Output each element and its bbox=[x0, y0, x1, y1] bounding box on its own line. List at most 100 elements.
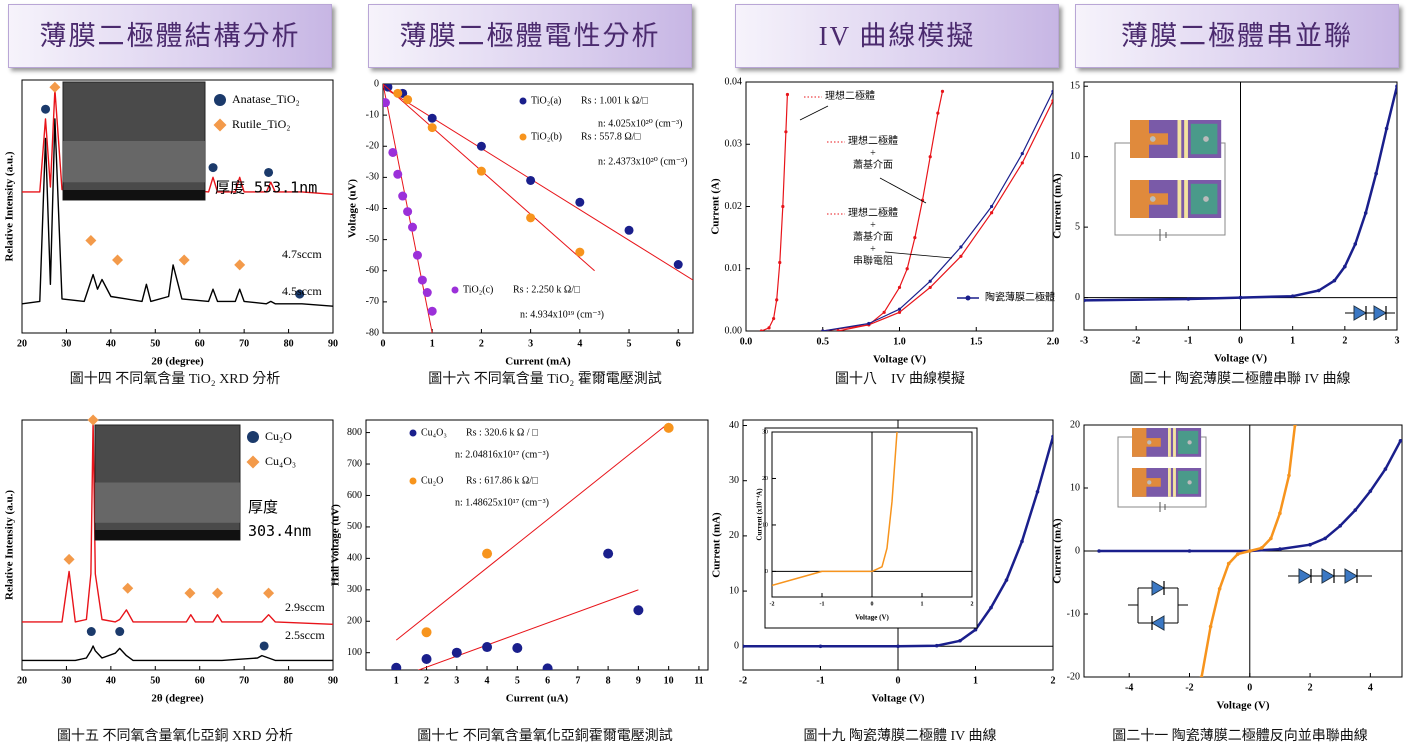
y-axis-label: Current (mA) bbox=[1052, 173, 1064, 239]
data-point bbox=[408, 223, 417, 232]
legend-symbol bbox=[214, 94, 226, 106]
data-point bbox=[664, 423, 674, 433]
data-point bbox=[1399, 439, 1403, 443]
y-tick-label: -20 bbox=[366, 141, 379, 152]
device-contact bbox=[1203, 196, 1209, 202]
x-tick-label: -1 bbox=[820, 601, 825, 607]
series-label: 理想二極體 + 蕭基介面 bbox=[848, 136, 898, 172]
data-point bbox=[929, 280, 932, 283]
device-layer bbox=[1184, 180, 1188, 218]
data-point bbox=[867, 322, 870, 325]
data-point bbox=[1188, 549, 1192, 553]
data-point bbox=[1353, 508, 1357, 512]
x-tick-label: 11 bbox=[694, 675, 703, 686]
data-point bbox=[929, 286, 932, 289]
data-point bbox=[1293, 423, 1297, 427]
data-point bbox=[990, 211, 993, 214]
x-tick-label: 5 bbox=[627, 338, 632, 349]
x-tick-label: -2 bbox=[770, 601, 775, 607]
x-tick-label: 20 bbox=[17, 675, 27, 686]
x-tick-label: 7 bbox=[575, 675, 580, 686]
legend-label: Rutile_TiO₂ bbox=[232, 117, 290, 131]
y-tick-label: 0 bbox=[1075, 292, 1080, 303]
data-point bbox=[1364, 211, 1368, 215]
x-tick-label: 9 bbox=[636, 675, 641, 686]
y-tick-label: 0 bbox=[1075, 545, 1080, 556]
data-point bbox=[428, 114, 437, 123]
legend-symbol bbox=[410, 478, 417, 485]
y-tick-label: 40 bbox=[729, 420, 739, 431]
y-tick-label: 15 bbox=[1070, 81, 1080, 92]
x-tick-label: 4 bbox=[577, 338, 582, 349]
data-point bbox=[625, 226, 634, 235]
peak-marker bbox=[264, 168, 273, 177]
x-axis-label: Current (uA) bbox=[506, 693, 569, 705]
x-tick-label: 50 bbox=[150, 338, 160, 349]
data-point bbox=[422, 654, 432, 664]
y-tick-label: 0.01 bbox=[725, 263, 743, 274]
y-tick-label: 0 bbox=[765, 569, 768, 575]
legend-label: TiO₂(a) bbox=[531, 95, 561, 106]
y-tick-label: 5 bbox=[1075, 221, 1080, 232]
y-tick-label: 0.02 bbox=[725, 201, 743, 212]
device-icon bbox=[1132, 468, 1201, 497]
x-tick-label: 5 bbox=[515, 675, 520, 686]
x-tick-label: 2.0 bbox=[1047, 336, 1060, 347]
y-tick-label: 30 bbox=[729, 475, 739, 486]
legend-label: Cu₄O₃ bbox=[421, 427, 447, 438]
x-tick-label: 40 bbox=[106, 338, 116, 349]
data-point bbox=[1020, 540, 1024, 544]
legend-symbol bbox=[520, 98, 527, 105]
x-tick-label: 90 bbox=[328, 338, 338, 349]
data-point bbox=[388, 148, 397, 157]
legend-symbol bbox=[966, 296, 971, 301]
figure-caption: 圖十五 不同氧含量氧化亞銅 XRD 分析 bbox=[0, 725, 350, 745]
data-point bbox=[477, 142, 486, 151]
x-tick-label: 1 bbox=[921, 601, 924, 607]
data-point bbox=[398, 192, 407, 201]
x-axis-label: Voltage (V) bbox=[873, 354, 926, 366]
y-tick-label: 0 bbox=[374, 78, 379, 89]
series-label: 2.5sccm bbox=[285, 628, 325, 642]
legend-rs: Rs : 557.8 Ω/□ bbox=[581, 131, 641, 142]
legend-label: Cu₂O bbox=[421, 475, 443, 486]
x-tick-label: 30 bbox=[61, 338, 71, 349]
peak-marker bbox=[115, 627, 124, 636]
data-point bbox=[1021, 161, 1024, 164]
legend-n: n: 2.04816x10¹⁷ (cm⁻³) bbox=[455, 449, 549, 460]
data-point bbox=[781, 205, 784, 208]
legend-symbol bbox=[452, 287, 459, 294]
thickness-label: 厚度 553.1nm bbox=[215, 179, 317, 197]
data-point bbox=[575, 198, 584, 207]
y-tick-label: -50 bbox=[366, 234, 379, 245]
y-tick-label: -30 bbox=[366, 172, 379, 183]
data-point bbox=[1051, 435, 1055, 439]
data-point bbox=[819, 644, 823, 648]
x-axis-label: Voltage (V) bbox=[1216, 700, 1269, 712]
x-tick-label: 1 bbox=[973, 675, 978, 686]
y-axis-label: Relative Intensity (a.u.) bbox=[4, 490, 16, 600]
x-tick-label: 0 bbox=[1247, 682, 1252, 693]
x-tick-label: 70 bbox=[239, 338, 249, 349]
figure-caption: 圖二十 陶瓷薄膜二極體串聯 IV 曲線 bbox=[1065, 368, 1415, 388]
x-tick-label: 4 bbox=[485, 675, 490, 686]
legend-rs: Rs : 2.250 k Ω/□ bbox=[513, 284, 580, 295]
legend-rs: Rs : 617.86 k Ω/□ bbox=[466, 475, 538, 486]
y-tick-label: 700 bbox=[347, 458, 362, 469]
x-tick-label: 90 bbox=[328, 675, 338, 686]
x-tick-label: 60 bbox=[195, 338, 205, 349]
x-tick-label: 20 bbox=[17, 338, 27, 349]
x-tick-label: 1.0 bbox=[893, 336, 906, 347]
device-layer bbox=[1173, 468, 1176, 497]
peak-marker bbox=[209, 163, 218, 172]
x-tick-label: 3 bbox=[528, 338, 533, 349]
data-point bbox=[1333, 279, 1337, 283]
device-contact bbox=[1187, 440, 1191, 444]
x-tick-label: 2 bbox=[971, 601, 974, 607]
data-point bbox=[403, 207, 412, 216]
data-point bbox=[423, 288, 432, 297]
y-axis-label: Current (mA) bbox=[711, 512, 723, 578]
x-tick-label: 1 bbox=[1290, 335, 1295, 346]
y-tick-label: 0.03 bbox=[725, 139, 743, 150]
device-layer bbox=[1178, 120, 1182, 158]
